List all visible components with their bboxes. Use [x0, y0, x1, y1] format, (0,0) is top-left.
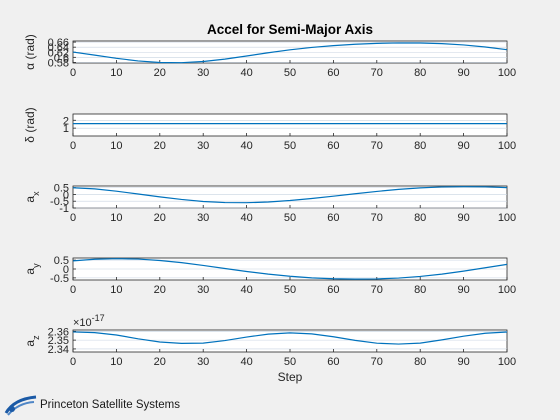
satellite-orbit-icon — [4, 395, 37, 416]
x-tick-label: 20 — [154, 284, 166, 296]
y-axis-label: ay — [23, 263, 41, 275]
x-tick-label: 50 — [284, 140, 296, 152]
x-tick-label: 60 — [327, 212, 339, 224]
x-tick-label: 30 — [197, 140, 209, 152]
x-tick-label: 60 — [327, 140, 339, 152]
x-tick-label: 0 — [70, 284, 76, 296]
y-exponent-label: ×10-17 — [73, 313, 105, 329]
x-tick-label: 10 — [110, 67, 122, 79]
y-tick-label: 0 — [63, 189, 69, 201]
y-exponent-power: -17 — [92, 313, 105, 323]
y-tick-label: 2.34 — [48, 344, 69, 356]
x-axis-label: Step — [278, 370, 303, 384]
y-tick-label: 0.58 — [48, 57, 69, 69]
plot-area — [72, 113, 508, 137]
series-line — [72, 331, 508, 345]
y-tick-label: 0.66 — [48, 37, 69, 49]
series-line — [72, 258, 508, 280]
company-name: Princeton Satellite Systems — [40, 399, 180, 411]
axes-1: 0.580.60.620.640.66 0 10 20 30 40 50 60 70 80 90 10… — [23, 22, 516, 79]
y-axis-label-subscript: x — [31, 191, 41, 196]
y-tick-label: 2.36 — [48, 326, 69, 338]
x-tick-label: 0 — [70, 67, 76, 79]
y-tick-label: 2.35 — [48, 335, 69, 347]
x-tick-label: 80 — [414, 67, 426, 79]
y-tick-label: 0.64 — [48, 42, 69, 54]
x-tick-label: 40 — [240, 212, 252, 224]
x-tick-label: 0 — [70, 356, 76, 368]
x-tick-label: 40 — [240, 284, 252, 296]
x-tick-label: 10 — [110, 356, 122, 368]
x-tick-label: 80 — [414, 356, 426, 368]
x-tick-label: 100 — [498, 140, 516, 152]
x-tick-label: 50 — [284, 67, 296, 79]
x-tick-label: 10 — [110, 212, 122, 224]
x-tick-label: 100 — [498, 356, 516, 368]
x-tick-label: 30 — [197, 356, 209, 368]
x-tick-label: 90 — [457, 284, 469, 296]
y-axis-label: α (rad) — [23, 34, 37, 70]
chart-title: Accel for Semi-Major Axis — [207, 22, 373, 37]
x-tick-label: 90 — [457, 140, 469, 152]
x-tick-label: 20 — [154, 356, 166, 368]
plot-area — [72, 185, 508, 209]
y-tick-label: 0.62 — [48, 47, 69, 59]
x-tick-label: 70 — [371, 356, 383, 368]
x-tick-label: 20 — [154, 67, 166, 79]
x-tick-label: 80 — [414, 140, 426, 152]
x-tick-label: 70 — [371, 212, 383, 224]
x-tick-label: 80 — [414, 212, 426, 224]
x-tick-label: 90 — [457, 356, 469, 368]
x-tick-label: 90 — [457, 212, 469, 224]
x-tick-label: 60 — [327, 356, 339, 368]
series-line — [72, 186, 508, 204]
y-axis-label: az — [23, 335, 41, 347]
y-axis-label: ax — [23, 191, 41, 203]
x-tick-label: 30 — [197, 284, 209, 296]
x-tick-label: 70 — [371, 284, 383, 296]
x-tick-label: 50 — [284, 212, 296, 224]
x-tick-label: 30 — [197, 67, 209, 79]
x-tick-label: 100 — [498, 67, 516, 79]
x-tick-label: 60 — [327, 67, 339, 79]
x-tick-label: 0 — [70, 140, 76, 152]
company-logo: Princeton Satellite Systems — [4, 392, 180, 418]
x-tick-label: 40 — [240, 140, 252, 152]
y-tick-label: -1 — [59, 203, 69, 215]
x-tick-label: 70 — [371, 67, 383, 79]
x-tick-label: 30 — [197, 212, 209, 224]
x-tick-label: 20 — [154, 140, 166, 152]
y-tick-label: 0.6 — [54, 52, 69, 64]
y-tick-label: -0.5 — [50, 196, 69, 208]
x-tick-label: 40 — [240, 67, 252, 79]
x-tick-label: 100 — [498, 284, 516, 296]
x-tick-label: 100 — [498, 212, 516, 224]
axes-5: 2.342.352.36 0 10 20 30 40 50 60 70 80 90 100 az ×10-… — [23, 313, 516, 384]
x-tick-label: 50 — [284, 284, 296, 296]
y-tick-label: -0.5 — [50, 273, 69, 285]
x-tick-label: 0 — [70, 212, 76, 224]
y-tick-label: 2 — [63, 115, 69, 127]
series-line — [72, 42, 508, 64]
x-tick-label: 10 — [110, 140, 122, 152]
x-tick-label: 90 — [457, 67, 469, 79]
y-tick-label: 1 — [63, 123, 69, 135]
y-axis-label-subscript: y — [31, 263, 41, 268]
y-tick-label: 0.5 — [54, 255, 69, 267]
x-tick-label: 80 — [414, 284, 426, 296]
x-tick-label: 10 — [110, 284, 122, 296]
y-axis-label-subscript: z — [31, 335, 41, 340]
x-tick-label: 20 — [154, 212, 166, 224]
x-tick-label: 70 — [371, 140, 383, 152]
y-axis-label: δ (rad) — [23, 107, 37, 142]
y-tick-label: 0.5 — [54, 183, 69, 195]
x-tick-label: 40 — [240, 356, 252, 368]
x-tick-label: 50 — [284, 356, 296, 368]
y-tick-label: 0 — [63, 264, 69, 276]
x-tick-label: 60 — [327, 284, 339, 296]
